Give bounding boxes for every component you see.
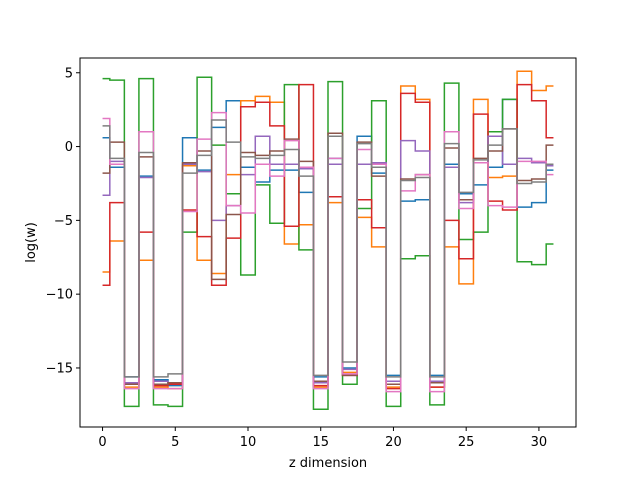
x-tick-label: 15 bbox=[312, 435, 329, 450]
y-tick-label: 5 bbox=[65, 66, 73, 81]
series-layer bbox=[102, 70, 554, 411]
y-tick-label: −10 bbox=[46, 288, 73, 303]
y-tick-label: −15 bbox=[46, 361, 73, 376]
y-tick-label: −5 bbox=[54, 214, 73, 229]
x-tick-label: 10 bbox=[240, 435, 257, 450]
y-axis-label: log(w) bbox=[24, 222, 39, 263]
plot-frame bbox=[79, 57, 577, 428]
x-tick-label: 0 bbox=[98, 435, 106, 450]
x-tick-label: 30 bbox=[531, 435, 548, 450]
y-axis: 5 0 −5 −10 −15 bbox=[46, 66, 80, 376]
x-tick-label: 25 bbox=[458, 435, 475, 450]
series-line-8 bbox=[102, 119, 554, 378]
x-tick-label: 5 bbox=[171, 435, 179, 450]
x-axis: 0 5 10 15 20 25 30 bbox=[98, 427, 547, 450]
y-tick-label: 0 bbox=[65, 140, 73, 155]
x-tick-label: 20 bbox=[385, 435, 402, 450]
x-axis-label: z dimension bbox=[289, 456, 367, 471]
